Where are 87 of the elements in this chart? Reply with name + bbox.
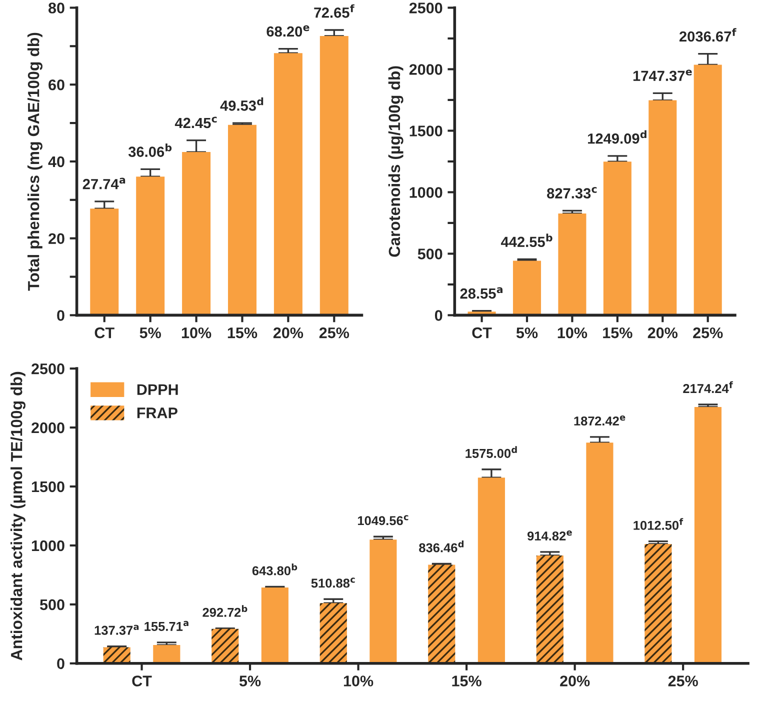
y-tick-label: 500: [418, 248, 442, 260]
x-tick-label: 20%: [273, 327, 304, 338]
y-tick-label: 1500: [32, 481, 64, 492]
y-axis-title: Total phenolics (mg GAE/100g db): [27, 32, 42, 291]
data-label: 914.82$^{e}$: [527, 530, 572, 541]
y-tick-label: 40: [48, 156, 64, 168]
bar: [644, 544, 672, 664]
data-label: 42.45$^{c}$: [174, 116, 217, 128]
data-label: 1049.56$^{c}$: [358, 515, 408, 526]
x-tick-label: CT: [132, 676, 152, 686]
y-tick-label: 60: [48, 79, 64, 90]
y-axis-title: Carotenoids (µg/100g db): [388, 66, 404, 257]
x-tick-label: CT: [472, 327, 492, 338]
bar: [274, 53, 302, 316]
bar: [103, 647, 130, 664]
y-tick-label: 500: [40, 599, 64, 610]
x-tick-label: 25%: [668, 676, 698, 686]
x-tick-label: 15%: [603, 327, 632, 338]
x-tick-label: 5%: [239, 676, 261, 686]
bar: [90, 208, 119, 316]
bar: [136, 176, 165, 316]
data-label: 442.55$^{b}$: [500, 234, 552, 248]
data-label: 510.88$^{c}$: [311, 578, 355, 588]
bar: [536, 556, 564, 664]
x-tick-label: 25%: [319, 327, 350, 338]
data-label: 2174.24$^{f}$: [683, 381, 733, 393]
y-tick-label: 80: [48, 2, 64, 14]
y-tick-label: 0: [57, 310, 64, 321]
data-label: 28.55$^{a}$: [460, 287, 502, 299]
x-tick-label: 10%: [344, 676, 374, 686]
bar: [586, 442, 614, 664]
bar: [478, 478, 505, 664]
data-label: 68.20$^{e}$: [266, 25, 310, 37]
y-tick-label: 1000: [32, 540, 64, 552]
y-tick-label: 2000: [409, 64, 442, 75]
x-tick-label: CT: [94, 327, 114, 338]
y-tick-label: 20: [48, 233, 64, 244]
bar: [694, 406, 722, 664]
data-label: 1249.09$^{d}$: [588, 130, 646, 144]
data-label: 827.33$^{c}$: [547, 187, 597, 198]
data-label: 155.71$^{a}$: [144, 620, 188, 631]
data-label: 2036.67$^{f}$: [679, 28, 736, 42]
x-tick-label: 10%: [558, 327, 588, 338]
x-tick-label: 10%: [182, 327, 212, 338]
bar: [512, 260, 542, 316]
data-label: 27.74$^{a}$: [82, 178, 126, 190]
bar: [558, 213, 586, 316]
bar: [153, 645, 180, 664]
bar: [261, 587, 288, 664]
x-tick-label: 25%: [693, 327, 723, 338]
x-tick-label: 15%: [228, 327, 258, 338]
bar: [370, 540, 397, 664]
data-label: 36.06$^{b}$: [128, 143, 172, 157]
legend-label: FRAP: [137, 408, 178, 418]
y-tick-label: 0: [434, 310, 442, 321]
y-tick-label: 0: [57, 658, 64, 670]
y-tick-label: 2500: [32, 363, 64, 374]
legend-label: DPPH: [137, 384, 178, 395]
data-label: 1575.00$^{d}$: [466, 446, 517, 458]
data-label: 72.65$^{f}$: [314, 4, 354, 18]
y-tick-label: 1000: [410, 187, 442, 198]
data-label: 49.53$^{d}$: [220, 97, 264, 111]
bar: [648, 100, 677, 316]
bar: [694, 64, 722, 316]
x-tick-label: 5%: [140, 327, 161, 338]
y-tick-label: 2000: [32, 422, 64, 434]
x-tick-label: 15%: [452, 676, 482, 686]
data-label: 643.80$^{b}$: [252, 563, 298, 576]
bar: [320, 36, 348, 316]
bar: [603, 162, 632, 316]
y-tick-label: 1500: [410, 126, 442, 136]
bar: [320, 603, 347, 664]
bar: [228, 124, 256, 316]
data-label: 1872.42$^{e}$: [574, 415, 626, 426]
data-label: 1747.37$^{e}$: [633, 70, 692, 82]
x-tick-label: 5%: [516, 327, 538, 338]
data-label: 1012.50$^{f}$: [634, 518, 684, 530]
y-axis-title: Antioxidant activity (µmol TE/100g db): [10, 372, 26, 660]
bar: [428, 564, 456, 664]
y-tick-label: 2500: [409, 2, 442, 14]
data-label: 292.72$^{b}$: [202, 605, 248, 617]
data-label: 836.46$^{d}$: [419, 540, 464, 552]
x-tick-label: 20%: [648, 327, 678, 338]
bar: [212, 628, 239, 664]
x-tick-label: 20%: [560, 676, 590, 686]
bar: [182, 152, 211, 316]
data-label: 137.37$^{a}$: [94, 624, 139, 635]
